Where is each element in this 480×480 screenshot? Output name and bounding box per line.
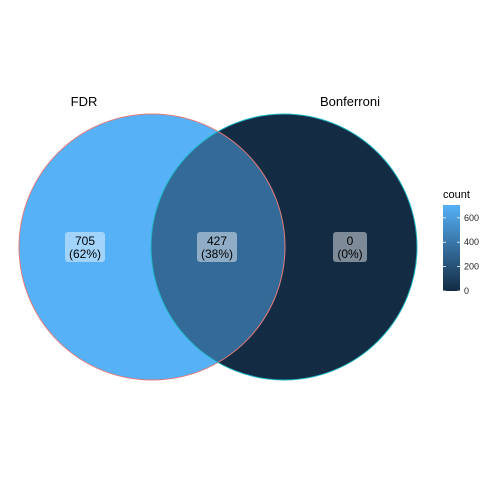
legend-tick-label: 200 (464, 262, 479, 272)
bonferroni-circle-outline (150, 113, 418, 381)
percent-fdr-only: (62%) (69, 247, 101, 261)
count-fdr-only: 705 (75, 234, 95, 248)
intersection-region (151, 114, 285, 380)
legend-tick-label: 0 (464, 286, 469, 296)
legend-colorbar (443, 205, 460, 291)
set-label-bonferroni: Bonferroni (320, 94, 380, 109)
label-intersection: 427 (38%) (197, 232, 237, 262)
legend-tick-label: 600 (464, 213, 479, 223)
fdr-circle-outline (18, 113, 286, 381)
count-bonferroni-only: 0 (347, 234, 354, 248)
label-bonferroni-only: 0 (0%) (333, 232, 367, 262)
legend-title: count (443, 189, 470, 201)
legend: count 600 400 200 0 (443, 189, 479, 296)
percent-intersection: (38%) (201, 247, 233, 261)
percent-bonferroni-only: (0%) (337, 247, 362, 261)
legend-tick-label: 400 (464, 237, 479, 247)
count-intersection: 427 (207, 234, 227, 248)
set-label-fdr: FDR (71, 94, 98, 109)
label-fdr-only: 705 (62%) (65, 232, 105, 262)
